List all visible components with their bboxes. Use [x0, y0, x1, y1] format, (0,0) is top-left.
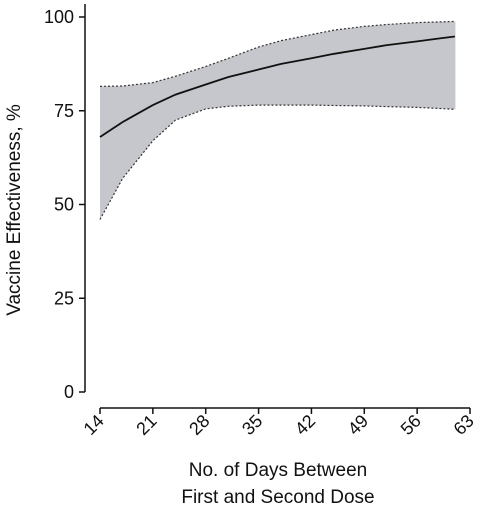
x-tick-label: 63 [450, 411, 478, 439]
x-tick-label: 56 [397, 411, 425, 439]
x-tick-label: 35 [238, 411, 266, 439]
x-tick-label: 14 [80, 411, 108, 439]
x-tick-label: 21 [132, 411, 160, 439]
x-tick-label: 28 [185, 411, 213, 439]
upper-ci-line [99, 20, 455, 87]
plot-area [99, 20, 456, 220]
x-tick-label: 42 [291, 411, 319, 439]
lower-ci-line [99, 104, 455, 220]
y-tick-label: 100 [44, 7, 74, 27]
y-tick-label: 0 [64, 382, 74, 402]
estimate-line [99, 35, 456, 138]
y-tick-label: 25 [54, 288, 74, 308]
y-tick-label: 75 [54, 101, 74, 121]
x-tick-label: 49 [344, 411, 372, 439]
x-axis-title-line2: First and Second Dose [181, 487, 374, 508]
y-tick-label: 50 [54, 195, 74, 215]
y-axis-title: Vaccine Effectiveness, % [4, 104, 25, 316]
axes [79, 4, 471, 414]
ci-band [100, 21, 455, 220]
x-axis-title-line1: No. of Days Between [189, 460, 367, 481]
